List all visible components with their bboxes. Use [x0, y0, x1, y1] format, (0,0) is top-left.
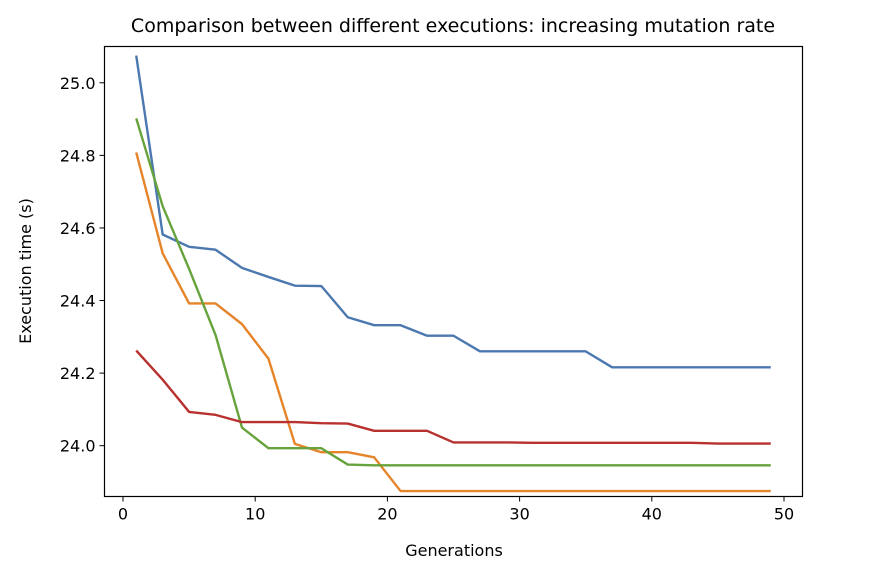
series-line-4 [135, 349, 771, 445]
y-tick-label: 24.2 [60, 364, 96, 383]
chart-title: Comparison between different executions:… [131, 15, 775, 37]
y-tick-label: 24.8 [60, 146, 96, 165]
y-tick-label: 25.0 [60, 74, 96, 93]
x-tick-label: 10 [245, 505, 265, 524]
series-layer [135, 55, 771, 493]
x-tick-label: 50 [774, 505, 794, 524]
y-tick-label: 24.4 [60, 292, 96, 311]
y-axis-label: Execution time (s) [16, 198, 35, 344]
series-line-3 [135, 118, 771, 467]
x-tick-label: 20 [377, 505, 397, 524]
y-axis: 24.0 24.2 24.4 24.6 24.8 25.0 [60, 74, 105, 456]
y-tick-label: 24.6 [60, 219, 96, 238]
series-line-1 [135, 55, 771, 369]
x-axis: 0 10 20 30 40 50 [118, 496, 794, 524]
x-axis-label: Generations [405, 541, 503, 560]
y-tick-label: 24.0 [60, 437, 96, 456]
plot-frame [103, 45, 804, 498]
x-tick-label: 30 [509, 505, 529, 524]
x-tick-label: 40 [642, 505, 662, 524]
series-line-2 [135, 152, 771, 493]
x-tick-label: 0 [118, 505, 128, 524]
